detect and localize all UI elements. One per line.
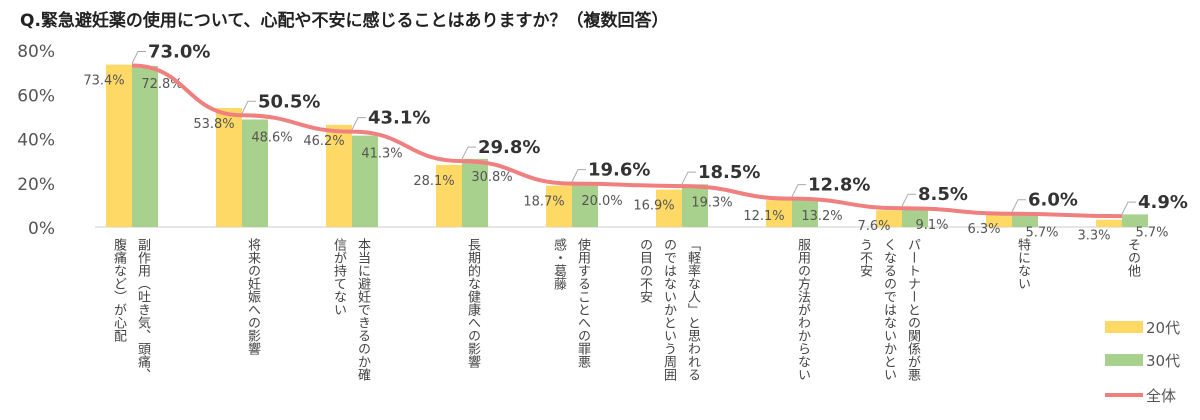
leader-line: [1121, 201, 1136, 215]
label-overall: 18.5%: [698, 162, 760, 183]
bar-30s: [792, 197, 818, 227]
legend-swatch: [1105, 354, 1143, 366]
bar-30s: [352, 135, 378, 227]
legend-swatch: [1105, 321, 1143, 333]
bar-30s: [1012, 214, 1038, 227]
label-20s: 53.8%: [193, 117, 234, 132]
bar-30s: [462, 158, 488, 227]
y-tick-label: 80%: [17, 42, 55, 62]
y-tick-label: 0%: [28, 219, 55, 239]
label-20s: 28.1%: [413, 174, 454, 189]
label-30s: 19.3%: [691, 195, 732, 210]
label-30s: 9.1%: [915, 218, 948, 233]
bar-20s: [656, 189, 682, 227]
category-label: 使用することへの罪悪 感・葛藤: [551, 238, 590, 368]
leader-line: [131, 50, 146, 64]
bar-20s: [766, 200, 792, 227]
label-20s: 7.6%: [857, 219, 890, 234]
bar-30s: [572, 182, 598, 227]
label-30s: 30.8%: [471, 170, 512, 185]
label-overall: 12.8%: [808, 175, 870, 196]
leader-line: [241, 100, 256, 114]
label-30s: 41.3%: [361, 147, 402, 162]
leader-line: [681, 171, 696, 185]
label-20s: 12.1%: [743, 209, 784, 224]
category-label: その他: [1125, 238, 1140, 277]
leader-line: [351, 117, 366, 130]
label-20s: 73.4%: [83, 74, 124, 89]
leader-line: [901, 193, 916, 207]
category-label: 将来の妊娠への影響: [245, 238, 260, 355]
bar-30s: [682, 184, 708, 227]
label-20s: 16.9%: [633, 199, 674, 214]
legend-label: 30代: [1146, 352, 1180, 370]
category-label: 「軽率な人」と思われる のではないかという周囲 の目の不安: [637, 238, 700, 381]
bar-30s: [132, 65, 158, 228]
label-20s: 3.3%: [1077, 229, 1110, 244]
label-20s: 6.3%: [967, 222, 1000, 237]
bar-30s: [242, 119, 268, 227]
bar-20s: [326, 124, 352, 227]
label-overall: 6.0%: [1028, 190, 1078, 211]
category-label: 服用の方法がわからない: [795, 238, 810, 381]
label-30s: 5.7%: [1135, 225, 1168, 240]
bar-20s: [986, 213, 1012, 227]
label-overall: 73.0%: [148, 41, 210, 62]
label-20s: 18.7%: [523, 195, 564, 210]
category-label: 長期的な健康への影響: [465, 238, 480, 368]
bar-20s: [436, 164, 462, 227]
label-overall: 29.8%: [478, 137, 540, 158]
leader-line: [1011, 199, 1026, 212]
label-30s: 48.6%: [251, 130, 292, 145]
y-tick-label: 20%: [17, 175, 55, 195]
label-30s: 13.2%: [801, 209, 842, 224]
leader-line: [791, 184, 806, 197]
label-overall: 50.5%: [258, 91, 320, 112]
line-overall: [131, 63, 1123, 219]
legend-label: 20代: [1146, 319, 1180, 337]
label-30s: 20.0%: [581, 194, 622, 209]
bar-30s: [1122, 214, 1148, 227]
y-tick-label: 40%: [17, 131, 55, 151]
label-30s: 5.7%: [1025, 225, 1058, 240]
legend-label: 全体: [1146, 387, 1176, 405]
label-overall: 4.9%: [1138, 192, 1188, 213]
category-label: 副作用（吐き気、頭痛、 腹痛など）が心配: [111, 238, 150, 381]
bar-20s: [876, 210, 902, 227]
label-20s: 46.2%: [303, 134, 344, 149]
y-tick-label: 60%: [17, 86, 55, 106]
category-label: パートナーとの関係が悪 くなるのではないかとい う不安: [857, 238, 920, 381]
chart-title: Q.緊急避妊薬の使用について、心配や不安に感じることはありますか？（複数回答）: [20, 11, 669, 31]
bar-20s: [216, 107, 242, 227]
label-overall: 8.5%: [918, 184, 968, 205]
category-label: 特にない: [1015, 238, 1030, 290]
leader-line: [461, 146, 476, 160]
bar-20s: [1096, 219, 1122, 227]
bar-30s: [902, 206, 928, 227]
bar-20s: [546, 185, 572, 227]
label-overall: 19.6%: [588, 160, 650, 181]
leader-line: [571, 169, 586, 182]
category-label: 本当に避妊できるのか確 信が持てない: [331, 238, 370, 381]
label-overall: 43.1%: [368, 108, 430, 129]
bar-20s: [106, 64, 132, 227]
